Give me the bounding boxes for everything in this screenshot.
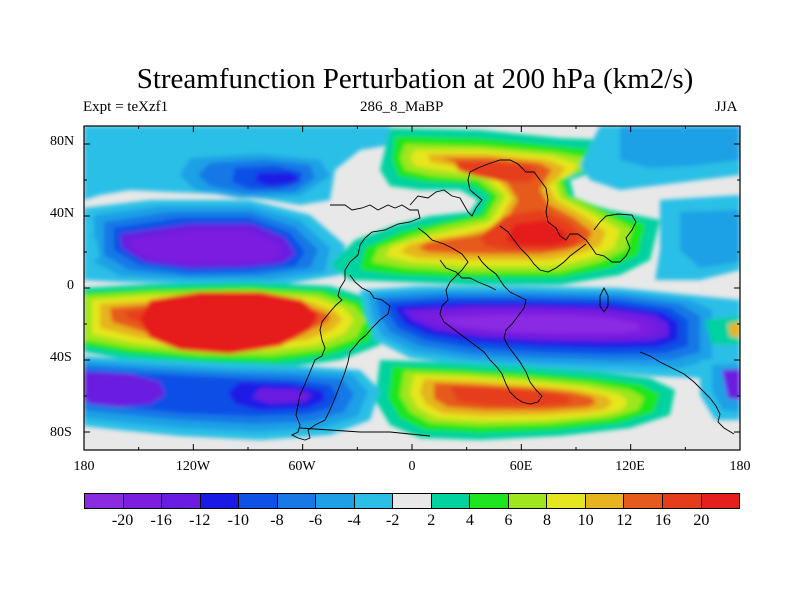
colorbar-label: -2 <box>386 512 400 529</box>
colorbar-box <box>123 494 163 508</box>
colorbar-label: 6 <box>504 512 513 529</box>
colorbar <box>84 493 740 509</box>
colorbar-box <box>431 494 471 508</box>
colorbar-box <box>277 494 317 508</box>
x-tick-label-0: 0 <box>408 459 416 474</box>
coastline-europe <box>409 159 637 263</box>
contour-se-pac-pos <box>728 322 740 338</box>
coastline-india <box>599 286 609 313</box>
contour-ne-pac-neg <box>620 126 740 168</box>
colorbar-box <box>239 494 278 508</box>
contour-n-pac-neg <box>128 230 282 264</box>
axis-ticks <box>83 126 741 450</box>
contour-ne-pac-neg <box>680 210 740 268</box>
colorbar-box <box>162 494 201 508</box>
colorbar-label: -16 <box>150 512 172 529</box>
coastline-asia <box>499 225 587 273</box>
coastline-east-asia <box>439 259 497 291</box>
x-tick-label-180e: 180 <box>729 459 751 474</box>
colorbar-box <box>85 494 124 508</box>
x-tick-label-60w: 60W <box>288 459 316 474</box>
coastline-antarctic-edge <box>299 427 431 437</box>
contour-s-atl-pos <box>450 386 572 406</box>
colorbar-label: -4 <box>347 512 361 529</box>
contour-s-pac-neg <box>252 388 312 404</box>
coastline-americas <box>290 204 421 441</box>
x-tick-label-120w: 120W <box>175 459 211 474</box>
colorbar-box <box>701 494 740 508</box>
colorbar-label: -8 <box>270 512 284 529</box>
colorbar-box <box>547 494 586 508</box>
colorbar-label: -6 <box>308 512 323 529</box>
y-tick-label-eq: 0 <box>67 278 74 293</box>
colorbar-label: -12 <box>189 512 211 529</box>
colorbar-label: 2 <box>427 512 436 529</box>
x-tick-label-60e: 60E <box>509 459 533 474</box>
chart-title: Streamfunction Perturbation at 200 hPa (… <box>136 63 694 95</box>
season-label: JJA <box>715 99 738 115</box>
contour-eurasia-pos <box>455 162 538 182</box>
experiment-label: Expt = teXzf1 <box>83 99 169 115</box>
colorbar-label: 8 <box>543 512 552 529</box>
case-label: 286_8_MaBP <box>360 99 444 115</box>
colorbar-label: 16 <box>654 512 671 529</box>
colorbar-box <box>354 494 394 508</box>
y-tick-label-80s: 80S <box>50 425 72 440</box>
contour-n-pac-neg <box>255 172 300 186</box>
colorbar-label: 4 <box>465 512 474 529</box>
colorbar-box <box>470 494 509 508</box>
colorbar-label: 20 <box>693 512 710 529</box>
colorbar-box <box>316 494 355 508</box>
contour-pac-tropical-pos <box>140 292 318 354</box>
contour-se-pac-neg <box>84 238 100 262</box>
colorbar-label: -20 <box>111 512 134 529</box>
colorbar-label: -10 <box>227 512 249 529</box>
coastline-africa <box>417 227 543 405</box>
contour-se-pac-neg <box>722 369 740 400</box>
y-tick-label-40n: 40N <box>50 206 75 221</box>
colorbar-box <box>393 494 432 508</box>
colorbar-box <box>662 494 702 508</box>
colorbar-label: 12 <box>616 512 633 529</box>
y-tick-label-80n: 80N <box>50 134 75 149</box>
contour-eurasia-pos <box>505 220 568 246</box>
colorbar-label: 10 <box>577 512 594 529</box>
colorbar-box <box>624 494 663 508</box>
colorbar-box <box>200 494 240 508</box>
contour-field <box>84 126 740 450</box>
contour-s-pac-neg <box>84 372 165 407</box>
colorbar-box <box>585 494 625 508</box>
x-tick-label-180w: 180 <box>73 459 95 474</box>
x-tick-label-120e: 120E <box>615 459 645 474</box>
contour-se-pac-pos <box>705 316 740 345</box>
y-tick-label-40s: 40S <box>50 350 72 365</box>
contour-indian-neg <box>440 315 640 333</box>
coastline-australia <box>639 351 735 435</box>
colorbar-box <box>508 494 548 508</box>
coastlines <box>290 159 735 441</box>
